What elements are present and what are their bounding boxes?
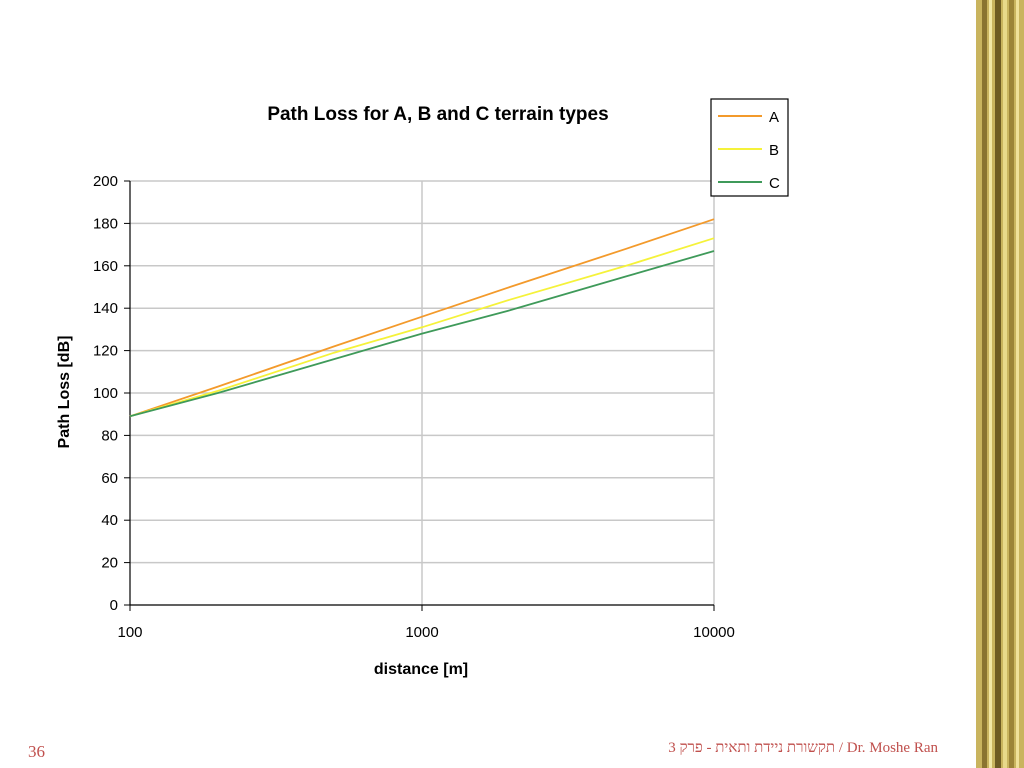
y-tick-label: 140 xyxy=(93,300,118,317)
chart-title: Path Loss for A, B and C terrain types xyxy=(267,104,608,125)
x-tick-labels: 100 1000 10000 xyxy=(117,624,734,641)
axes xyxy=(124,180,715,611)
series-line-a xyxy=(129,218,715,418)
y-axis-label: Path Loss [dB] xyxy=(56,336,73,449)
x-tick-label: 10000 xyxy=(693,624,735,641)
series-lines xyxy=(129,218,715,418)
y-tick-label: 0 xyxy=(110,597,118,614)
y-tick-label: 200 xyxy=(93,173,118,190)
x-tick-label: 1000 xyxy=(405,624,438,641)
legend-label-b: B xyxy=(769,142,779,159)
x-axis-label: distance [m] xyxy=(374,661,468,678)
decorative-border xyxy=(976,0,1024,768)
y-tick-label: 100 xyxy=(93,385,118,402)
legend-label-a: A xyxy=(769,109,779,126)
y-tick-label: 60 xyxy=(101,470,118,487)
y-tick-label: 40 xyxy=(101,512,118,529)
footer: תקשורת ניידת ותאית - פרק 3 / Dr. Moshe R… xyxy=(668,740,938,757)
footer-author: Dr. Moshe Ran xyxy=(846,740,938,756)
footer-course: תקשורת ניידת ותאית - פרק 3 xyxy=(668,740,836,756)
y-tick-label: 180 xyxy=(93,215,118,232)
y-tick-label: 120 xyxy=(93,343,118,360)
series-line-b xyxy=(129,237,715,418)
y-tick-label: 80 xyxy=(101,427,118,444)
footer-separator: / xyxy=(838,740,843,756)
path-loss-chart: Path Loss for A, B and C terrain types 0… xyxy=(56,98,789,678)
series-line-c xyxy=(129,250,715,418)
slide-number: 36 xyxy=(28,742,45,761)
y-tick-label: 20 xyxy=(101,555,118,572)
y-tick-label: 160 xyxy=(93,258,118,275)
y-tick-labels: 0 20 40 60 80 100 120 140 160 180 200 xyxy=(93,173,118,614)
x-tick-label: 100 xyxy=(117,624,142,641)
grid xyxy=(130,180,715,605)
legend: ABC xyxy=(710,98,789,197)
legend-label-c: C xyxy=(769,175,780,192)
